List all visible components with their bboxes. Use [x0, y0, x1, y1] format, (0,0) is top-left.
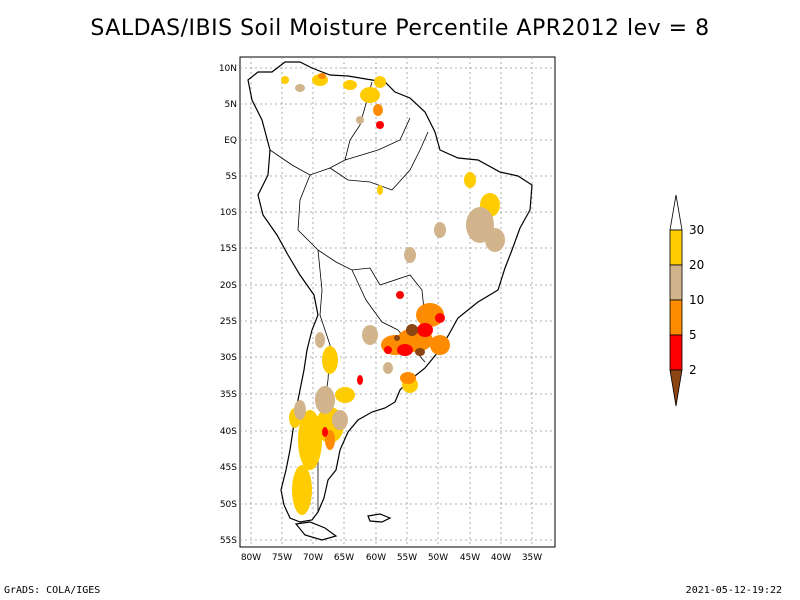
lon-tick-label: 55W	[397, 553, 417, 563]
colorbar-segment-20-30	[669, 229, 683, 266]
lat-tick-label: 20S	[220, 281, 237, 291]
lat-tick-label: 5S	[226, 172, 238, 182]
colorbar-label: 30	[689, 223, 704, 237]
lat-tick-label: 55S	[220, 536, 237, 546]
falkland-islands	[367, 513, 392, 523]
colorbar-segment-above-30	[669, 194, 683, 231]
lon-tick-label: 40W	[491, 553, 511, 563]
colorbar-segment-below-2	[669, 369, 683, 407]
south-america-coastline	[247, 61, 533, 523]
lat-tick-label: 40S	[220, 427, 237, 437]
lat-tick-label: 15S	[220, 244, 237, 254]
colorbar-segment-10-20	[669, 264, 683, 301]
colorbar-label: 10	[689, 293, 704, 307]
lon-tick-label: 75W	[272, 553, 292, 563]
map-title: SALDAS/IBIS Soil Moisture Percentile APR…	[90, 16, 710, 41]
lat-tick-label: 25S	[220, 317, 237, 327]
lon-tick-label: 35W	[522, 553, 542, 563]
lat-tick-label: 35S	[220, 390, 237, 400]
lat-tick-label: 5N	[225, 100, 237, 110]
footer-credit: GrADS: COLA/IGES	[4, 585, 101, 596]
country-borders	[269, 81, 429, 512]
tierra-del-fuego	[294, 521, 338, 541]
lon-tick-label: 45W	[460, 553, 480, 563]
lat-tick-label: 10S	[220, 208, 237, 218]
colorbar-label: 5	[689, 328, 697, 342]
latitude-gridlines	[240, 67, 555, 541]
colorbar-segment-2-5	[669, 334, 683, 371]
lat-tick-label: EQ	[224, 136, 237, 146]
lat-tick-label: 50S	[220, 500, 237, 510]
latitude-tick-labels: 10N 5N EQ 5S 10S 15S 20S 25S 30S 35S 40S…	[219, 64, 237, 546]
colorbar-label: 20	[689, 258, 704, 272]
colorbar-label: 2	[689, 363, 697, 377]
lon-tick-label: 60W	[366, 553, 386, 563]
soil-moisture-shading	[281, 73, 505, 515]
colorbar-segment-5-10	[669, 299, 683, 336]
footer-timestamp: 2021-05-12-19:22	[685, 585, 782, 596]
lat-tick-label: 45S	[220, 463, 237, 473]
lat-tick-label: 10N	[219, 64, 237, 74]
longitude-tick-labels: 80W 75W 70W 65W 60W 55W 50W 45W 40W 35W	[241, 553, 542, 563]
longitude-gridlines	[250, 57, 533, 547]
lon-tick-label: 50W	[428, 553, 448, 563]
lon-tick-label: 70W	[303, 553, 323, 563]
map-frame	[239, 56, 556, 548]
lon-tick-label: 65W	[334, 553, 354, 563]
colorbar-legend: 30 20 10 5 2	[669, 194, 704, 407]
lon-tick-label: 80W	[241, 553, 261, 563]
lat-tick-label: 30S	[220, 353, 237, 363]
